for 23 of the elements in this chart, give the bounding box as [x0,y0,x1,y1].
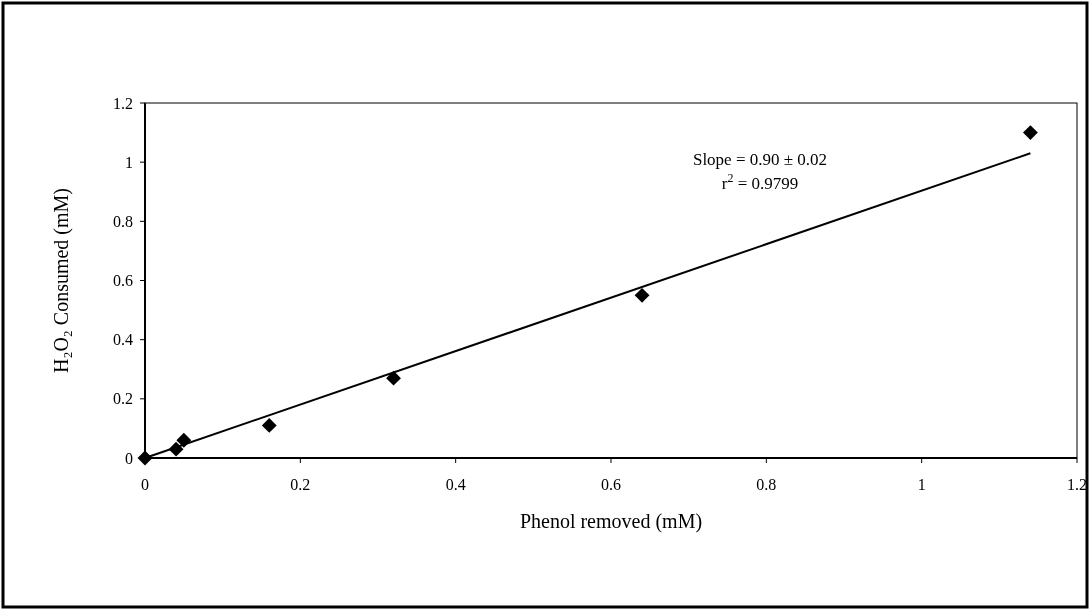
x-axis-title: Phenol removed (mM) [519,510,703,533]
x-tick-label: 0.2 [290,476,311,493]
y-tick-label: 1.2 [113,94,133,112]
point [261,418,277,433]
x-tick-label: 1.2 [1067,476,1087,493]
x-tick-label: 0.6 [601,476,621,493]
x-tick-label: 0 [141,476,149,493]
y-tick-label: 1 [125,153,133,171]
point [1022,125,1038,140]
x-tick-label: 0.8 [756,476,777,493]
y-tick-label: 0.6 [113,272,133,290]
annotation: Slope = 0.90 ± 0.02 [692,150,828,169]
annotation: r$^{2}$ = 0.9799 [721,171,799,193]
point [386,370,401,386]
point [634,287,650,303]
y-tick-label: 0.2 [113,390,133,408]
x-tick-label: 0.4 [445,476,466,493]
y-tick-label: 0 [125,449,133,467]
point [137,450,153,466]
y-tick-label: 0.4 [113,331,133,349]
y-tick-label: 0.8 [113,212,133,230]
x-tick-label: 1 [917,476,926,493]
y-axis-title: H₂O₂ Consumed (mM) [50,187,73,374]
